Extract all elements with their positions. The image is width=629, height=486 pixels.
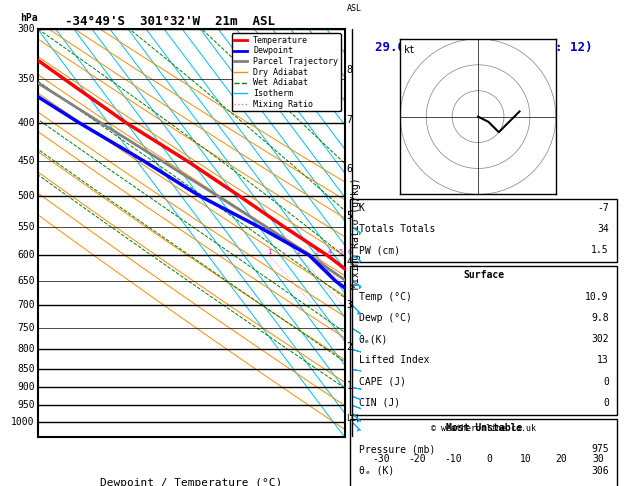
- Text: © weatheronline.co.uk: © weatheronline.co.uk: [431, 424, 537, 434]
- Text: 30: 30: [592, 454, 604, 464]
- Text: LCL: LCL: [347, 414, 362, 423]
- Text: 700: 700: [17, 300, 35, 310]
- Text: 0: 0: [603, 377, 609, 386]
- Text: -7: -7: [597, 203, 609, 213]
- Text: Dewp (°C): Dewp (°C): [359, 313, 411, 323]
- Text: -34°49'S  301°32'W  21m  ASL: -34°49'S 301°32'W 21m ASL: [65, 15, 275, 28]
- Text: 5: 5: [338, 249, 343, 255]
- Text: 350: 350: [17, 74, 35, 85]
- Text: 3: 3: [347, 300, 352, 310]
- Text: Most Unstable: Most Unstable: [445, 423, 522, 433]
- Text: km
ASL: km ASL: [347, 0, 362, 13]
- Text: 10.9: 10.9: [586, 292, 609, 302]
- Text: 400: 400: [17, 118, 35, 128]
- Text: 2: 2: [347, 342, 352, 352]
- Text: 0: 0: [603, 398, 609, 408]
- Text: θₑ (K): θₑ (K): [359, 466, 394, 476]
- Text: Temp (°C): Temp (°C): [359, 292, 411, 302]
- Text: 650: 650: [17, 276, 35, 286]
- Text: 302: 302: [591, 334, 609, 344]
- Text: θₑ(K): θₑ(K): [359, 334, 388, 344]
- Text: 306: 306: [591, 466, 609, 476]
- Text: -30: -30: [372, 454, 390, 464]
- Text: 2: 2: [296, 249, 301, 255]
- Text: 300: 300: [17, 24, 35, 34]
- Text: 34: 34: [597, 224, 609, 234]
- Text: hPa: hPa: [19, 13, 37, 23]
- Text: -20: -20: [408, 454, 426, 464]
- Text: 13: 13: [597, 355, 609, 365]
- Text: 7: 7: [347, 116, 352, 125]
- Text: 4: 4: [328, 249, 332, 255]
- Text: 40: 40: [628, 454, 629, 464]
- Text: 975: 975: [591, 444, 609, 454]
- Text: 5: 5: [347, 211, 352, 222]
- Text: CAPE (J): CAPE (J): [359, 377, 406, 386]
- Text: Lifted Index: Lifted Index: [359, 355, 429, 365]
- Text: CIN (J): CIN (J): [359, 398, 400, 408]
- Bar: [350, 419, 617, 486]
- Text: -10: -10: [445, 454, 462, 464]
- Text: 8: 8: [347, 65, 352, 75]
- Text: kt: kt: [403, 45, 415, 55]
- Text: 1000: 1000: [11, 417, 35, 427]
- Text: 1: 1: [347, 382, 352, 391]
- Text: 450: 450: [17, 156, 35, 166]
- Text: 6: 6: [347, 249, 352, 255]
- Bar: [350, 266, 617, 415]
- Text: 20: 20: [556, 454, 567, 464]
- Text: Surface: Surface: [463, 270, 504, 280]
- Text: 3: 3: [314, 249, 319, 255]
- Text: Pressure (mb): Pressure (mb): [359, 444, 435, 454]
- Text: 29.05.2024  12GMT  (Base: 12): 29.05.2024 12GMT (Base: 12): [375, 41, 593, 54]
- Text: 4: 4: [347, 257, 352, 267]
- Text: Dewpoint / Temperature (°C): Dewpoint / Temperature (°C): [100, 478, 282, 486]
- Bar: [350, 199, 617, 262]
- Text: 950: 950: [17, 400, 35, 410]
- Text: 550: 550: [17, 222, 35, 232]
- Text: K: K: [359, 203, 365, 213]
- Text: Totals Totals: Totals Totals: [359, 224, 435, 234]
- Text: 600: 600: [17, 250, 35, 260]
- Text: 900: 900: [17, 382, 35, 392]
- Legend: Temperature, Dewpoint, Parcel Trajectory, Dry Adiabat, Wet Adiabat, Isotherm, Mi: Temperature, Dewpoint, Parcel Trajectory…: [231, 34, 341, 111]
- Text: 1.5: 1.5: [591, 245, 609, 255]
- Text: 850: 850: [17, 364, 35, 374]
- Text: PW (cm): PW (cm): [359, 245, 400, 255]
- Text: 9.8: 9.8: [591, 313, 609, 323]
- Text: 800: 800: [17, 344, 35, 354]
- Text: 500: 500: [17, 191, 35, 201]
- Text: Mixing Ratio (g/kg): Mixing Ratio (g/kg): [351, 177, 361, 289]
- Text: 10: 10: [520, 454, 532, 464]
- Text: 6: 6: [347, 164, 352, 174]
- Text: 1: 1: [267, 249, 271, 255]
- Text: 750: 750: [17, 323, 35, 333]
- Text: 0: 0: [486, 454, 493, 464]
